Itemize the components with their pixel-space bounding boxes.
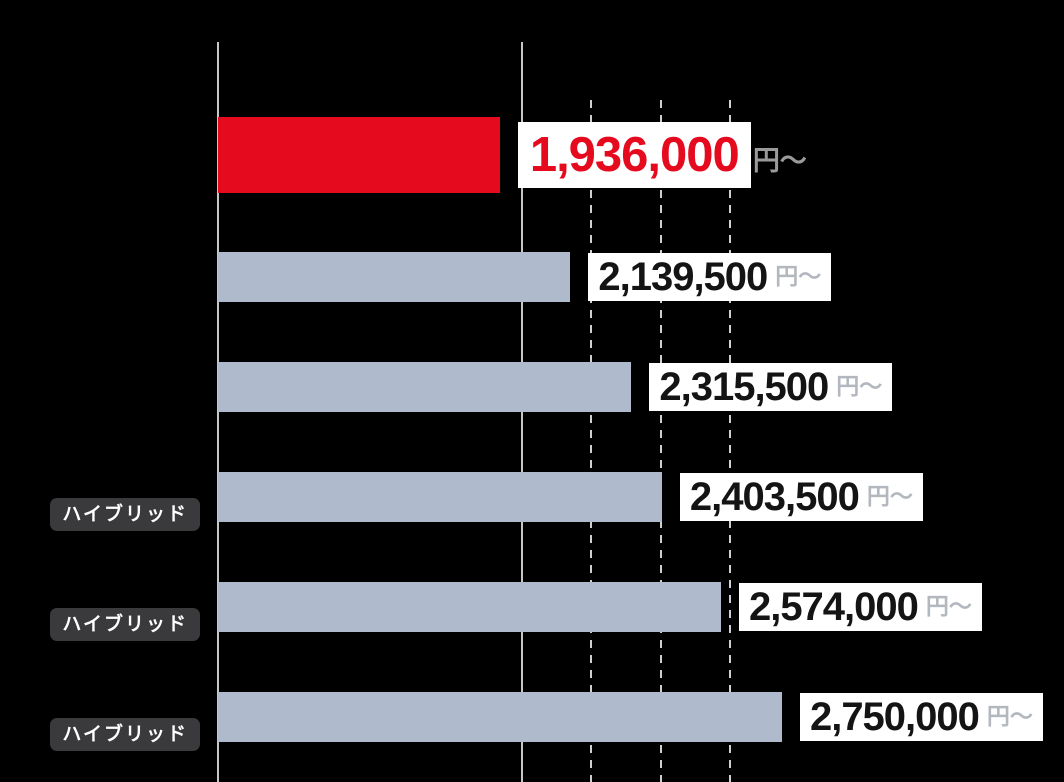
- price-bar: [218, 692, 782, 742]
- price-label-box: 2,574,000 円～: [738, 583, 982, 631]
- price-value: 2,403,500: [689, 475, 860, 519]
- hybrid-badge: ハイブリッド: [50, 608, 200, 641]
- price-label: 2,750,000 円～: [799, 693, 1043, 741]
- price-unit: 円～: [836, 373, 883, 399]
- price-label-box: 2,139,500 円～: [588, 253, 832, 301]
- price-label: 2,139,500 円～: [588, 253, 832, 301]
- price-label: 1,936,000 円～: [517, 122, 807, 188]
- price-value: 2,574,000: [748, 585, 919, 629]
- gridline-dashed: [590, 100, 593, 782]
- price-label: 2,574,000 円～: [738, 583, 982, 631]
- hybrid-badge: ハイブリッド: [50, 718, 200, 751]
- price-bar: [218, 472, 662, 522]
- gridline-solid: [521, 42, 523, 782]
- price-label: 2,315,500 円～: [649, 363, 893, 411]
- price-label-box: 2,403,500 円～: [679, 473, 923, 521]
- price-bar: [218, 252, 571, 302]
- axis-baseline-line: [217, 42, 219, 782]
- price-unit: 円～: [986, 703, 1033, 729]
- gridline-dashed: [659, 100, 662, 782]
- price-value: 2,750,000: [809, 695, 980, 739]
- price-value: 2,315,500: [659, 365, 829, 409]
- price-unit: 円～: [925, 593, 972, 619]
- price-bar: [218, 582, 721, 632]
- price-label-box: 1,936,000: [517, 122, 751, 188]
- price-unit: 円～: [866, 483, 913, 509]
- gridline-dashed: [728, 100, 731, 782]
- price-label: 2,403,500 円～: [679, 473, 923, 521]
- price-bar: [218, 362, 632, 412]
- price-bar-highlight: [218, 117, 500, 193]
- hybrid-badge: ハイブリッド: [50, 498, 200, 531]
- price-unit: 円～: [775, 263, 822, 289]
- price-value: 2,139,500: [598, 255, 768, 299]
- price-value: 1,936,000: [529, 127, 740, 182]
- price-label-box: 2,315,500 円～: [649, 363, 893, 411]
- price-label-box: 2,750,000 円～: [799, 693, 1043, 741]
- price-unit: 円～: [752, 146, 807, 176]
